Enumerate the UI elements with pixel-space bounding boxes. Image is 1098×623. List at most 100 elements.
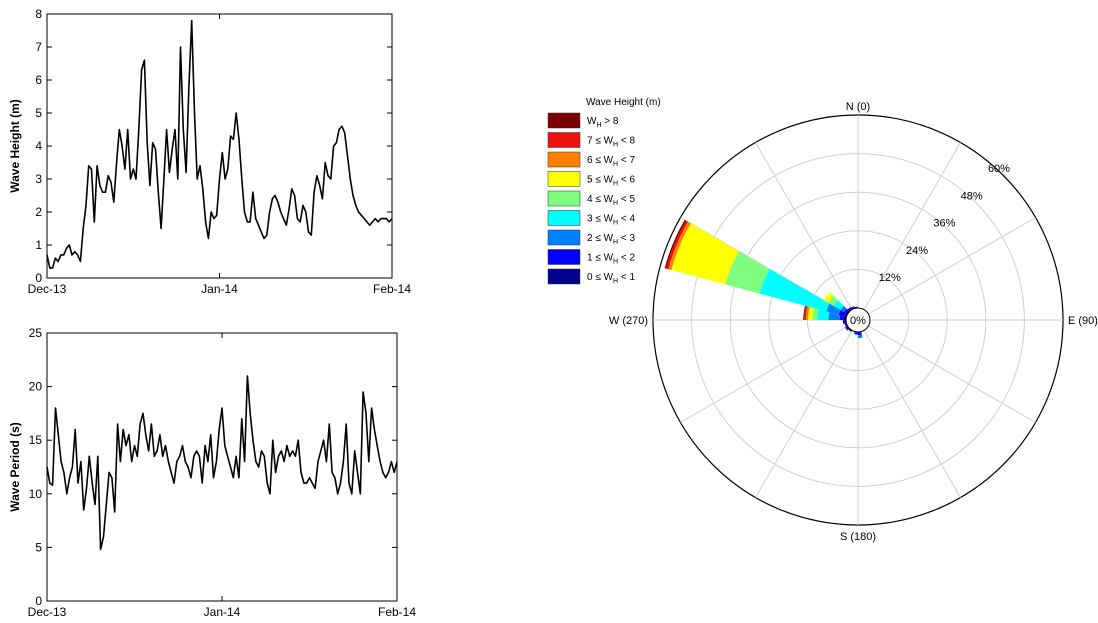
- rose-center-circle: [845, 307, 871, 333]
- rose-spoke: [863, 142, 961, 310]
- x-tick-label: Feb-14: [378, 605, 416, 619]
- wave-rose-legend: Wave Height (m)WH > 87 ≤ WH < 86 ≤ WH < …: [547, 97, 661, 285]
- legend-label: 4 ≤ WH < 5: [587, 194, 636, 207]
- y-tick-label: 2: [35, 205, 42, 219]
- rose-wedge-segment: [828, 312, 841, 320]
- legend-label-range: > 8: [602, 116, 619, 127]
- legend-label: 6 ≤ WH < 7: [587, 155, 636, 168]
- y-tick-label: 8: [35, 7, 42, 21]
- rose-wedge-segment: [671, 223, 739, 285]
- legend-label-text: 1 ≤ W: [587, 253, 614, 264]
- legend-label-range: < 6: [618, 175, 635, 186]
- y-tick-label: 5: [35, 106, 42, 120]
- rose-wedge-segment: [812, 308, 819, 320]
- rose-direction-label: N (0): [846, 101, 870, 113]
- rose-wedge-segment: [833, 300, 844, 310]
- legend-swatch: [547, 229, 581, 246]
- rose-spoke: [863, 330, 961, 498]
- legend-label-text: 7 ≤ W: [587, 136, 614, 147]
- rose-direction-label: E (90): [1068, 315, 1098, 327]
- rose-radial-label: 48%: [961, 190, 983, 202]
- x-tick-label: Dec-13: [28, 605, 67, 619]
- rose-wedge-segment: [854, 332, 858, 335]
- rose-wedge-segment: [805, 306, 810, 320]
- plot-frame: [46, 13, 393, 279]
- wave-period-plot: 0 5 10 15 20 25 Dec-13 Jan-14 Feb-14 Wave Period …: [8, 326, 416, 619]
- y-axis-label: Wave Height (m): [8, 99, 22, 193]
- legend-label-text: 4 ≤ W: [587, 194, 614, 205]
- series-line: [46, 19, 393, 269]
- legend-label-subscript: H: [596, 122, 601, 129]
- rose-wedge-segment: [725, 251, 770, 294]
- rose-radial-label: 12%: [879, 272, 901, 284]
- y-tick-label: 25: [29, 326, 43, 340]
- legend-swatch: [547, 132, 581, 148]
- legend-label-subscript: H: [613, 142, 618, 149]
- legend-label: 7 ≤ WH < 8: [587, 136, 636, 149]
- legend-swatch: [547, 190, 581, 207]
- rose-wedge-segment: [823, 292, 834, 303]
- rose-wedge-segment: [848, 308, 852, 312]
- legend-label-subscript: H: [613, 181, 618, 188]
- legend-label-text: 3 ≤ W: [587, 214, 614, 225]
- rose-direction-label: S (180): [840, 531, 876, 543]
- y-tick-label: 3: [35, 172, 42, 186]
- rose-wedge-segment: [759, 268, 830, 312]
- rose-wedge-segment: [808, 307, 814, 320]
- rose-wedge-segment: [840, 305, 847, 313]
- y-tick-label: 0: [35, 271, 42, 285]
- y-tick-label: 0: [35, 594, 42, 608]
- rose-spoke: [868, 325, 1036, 423]
- rose-wedge-segment: [844, 308, 849, 314]
- plot-frame: [46, 332, 398, 602]
- legend-label-subscript: H: [613, 161, 618, 168]
- rose-wedge-segment: [828, 295, 839, 306]
- legend-label: 0 ≤ WH < 1: [587, 272, 636, 285]
- legend-swatch: [547, 112, 581, 129]
- legend-label-text: W: [587, 116, 597, 127]
- legend-label-range: < 8: [618, 136, 635, 147]
- y-tick-label: 1: [35, 238, 42, 252]
- rose-wedge-segment: [817, 309, 830, 320]
- rose-wedge-segment: [839, 315, 844, 320]
- y-tick-label: 7: [35, 40, 42, 54]
- legend-swatch: [547, 249, 581, 265]
- legend-swatch: [547, 151, 581, 168]
- legend-label-range: < 2: [618, 253, 635, 264]
- legend-swatch: [547, 268, 581, 285]
- legend-label-text: 6 ≤ W: [587, 155, 614, 166]
- rose-wedge-segment: [848, 329, 852, 332]
- rose-wedge-segment: [838, 309, 846, 317]
- rose-wedge-segment: [826, 303, 841, 315]
- rose-spoke: [680, 325, 848, 423]
- legend-label-range: < 7: [618, 155, 635, 166]
- legend-label-range: < 5: [618, 194, 635, 205]
- legend-title: Wave Height (m): [586, 97, 661, 108]
- rose-wedge-segment: [668, 221, 691, 271]
- rose-wedge-segment: [854, 306, 858, 308]
- rose-wedge-segment: [844, 323, 847, 327]
- y-tick-label: 20: [29, 380, 43, 394]
- legend-label-text: 2 ≤ W: [587, 233, 614, 244]
- legend-label: 2 ≤ WH < 3: [587, 233, 636, 246]
- rose-wedge-segment: [664, 219, 687, 269]
- legend-label: 5 ≤ WH < 6: [587, 175, 636, 188]
- rose-radial-label: 60%: [988, 163, 1010, 175]
- legend-label-subscript: H: [613, 220, 618, 227]
- rose-spoke: [755, 142, 853, 310]
- rose-spoke: [868, 217, 1036, 315]
- legend-swatch: [547, 171, 581, 187]
- legend-swatch: [547, 210, 581, 226]
- wave-height-plot: 0 1 2 3 4 5 6 7 8 Dec-13 Jan-14 Feb-14 Wave Height (…: [8, 7, 411, 296]
- rose-wedge-segment: [858, 334, 863, 339]
- legend-label-text: 5 ≤ W: [587, 175, 614, 186]
- legend-label-subscript: H: [613, 200, 618, 207]
- legend-label-text: 0 ≤ W: [587, 272, 614, 283]
- rose-wedge-segment: [845, 326, 849, 331]
- legend-label-range: < 1: [618, 272, 635, 283]
- rose-wedge-segment: [850, 306, 855, 309]
- y-axis-label: Wave Period (s): [8, 422, 22, 512]
- x-tick-label: Jan-14: [204, 605, 241, 619]
- legend-label-subscript: H: [613, 259, 618, 266]
